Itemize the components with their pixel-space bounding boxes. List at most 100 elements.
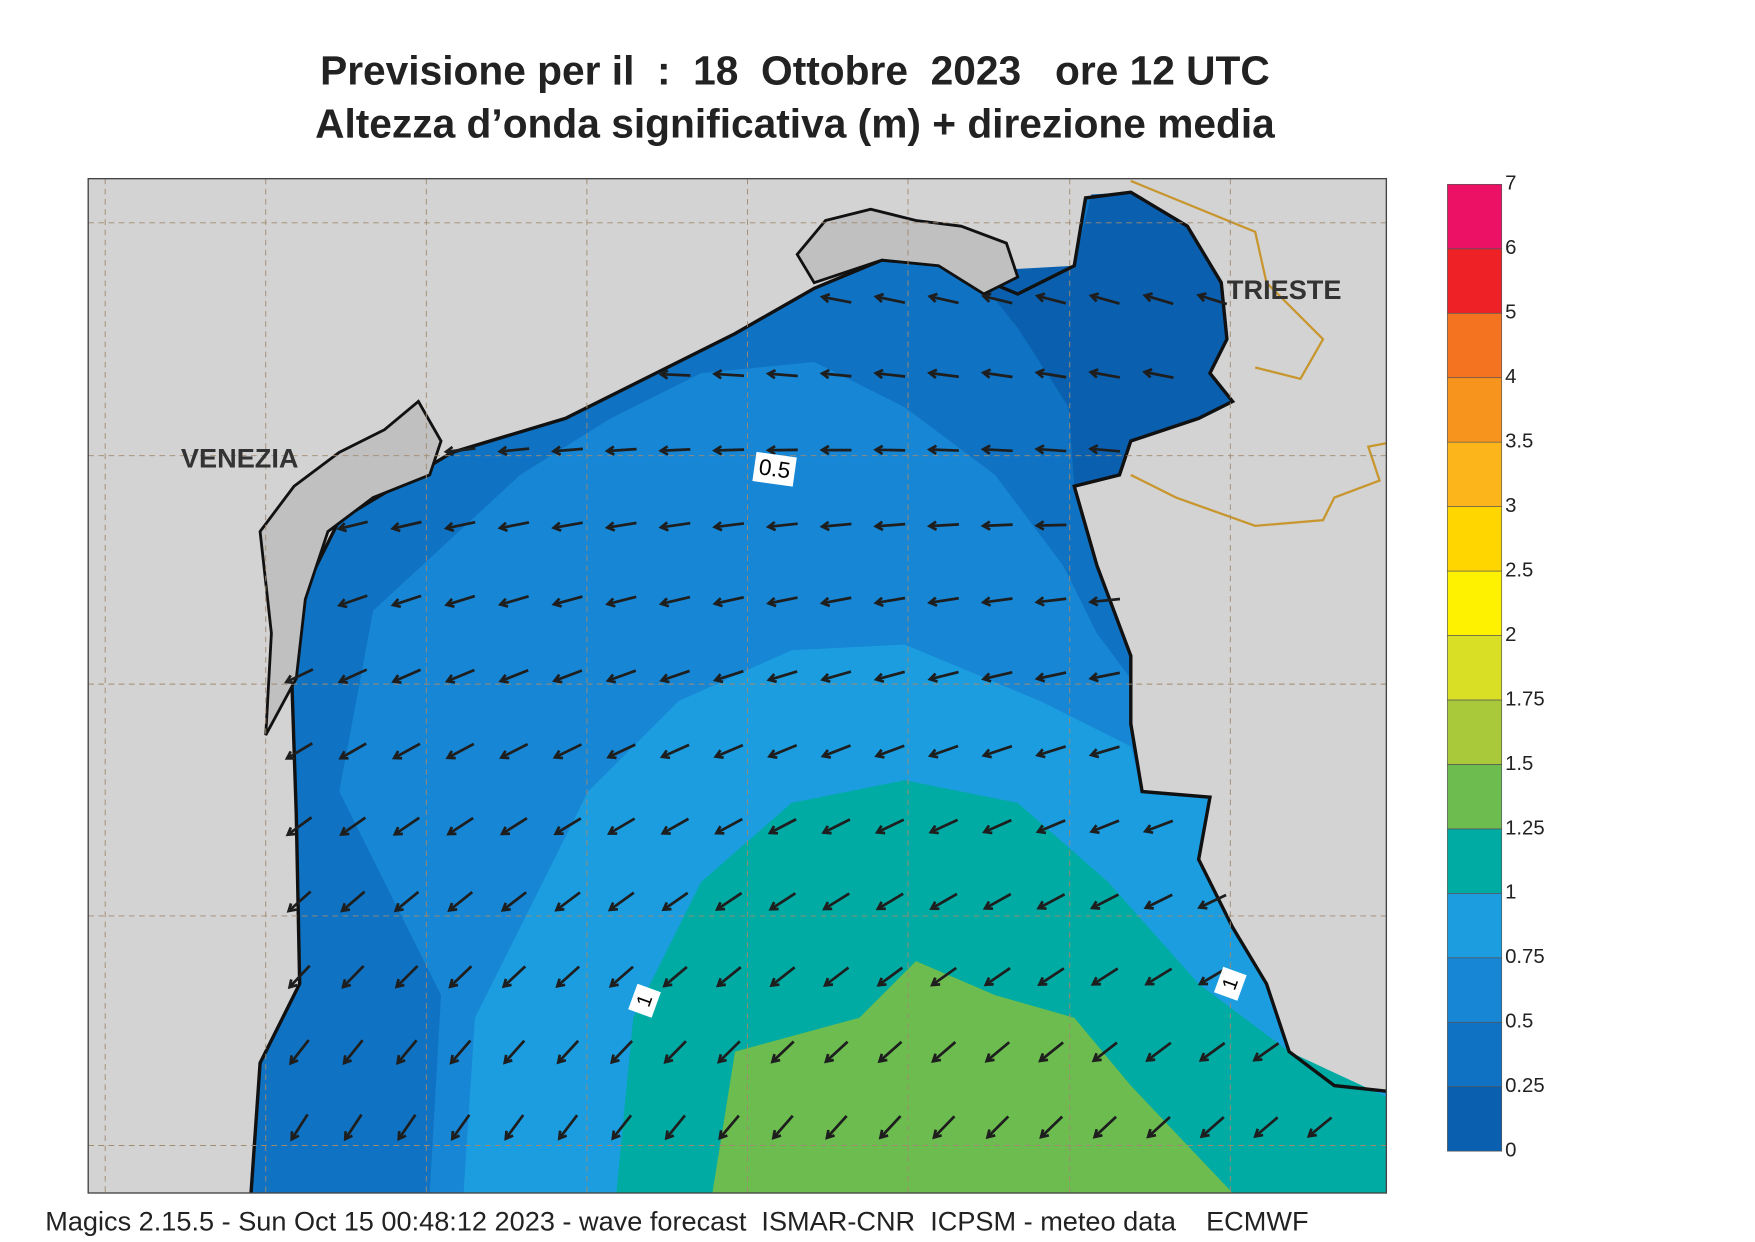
direction-arrow xyxy=(392,816,421,836)
direction-arrow xyxy=(1196,292,1228,306)
direction-arrow xyxy=(981,671,1013,683)
direction-arrow xyxy=(286,890,312,913)
direction-arrow xyxy=(658,369,691,380)
direction-arrow xyxy=(390,594,422,609)
direction-arrow xyxy=(339,816,367,837)
direction-arrow xyxy=(500,891,527,912)
contour-label-bg xyxy=(628,983,661,1018)
direction-arrow xyxy=(819,368,852,380)
direction-arrow xyxy=(443,445,476,457)
legend-swatch xyxy=(1447,183,1503,250)
direction-arrow xyxy=(1038,1041,1064,1063)
direction-arrow xyxy=(1036,893,1066,910)
legend-label: 0.5 xyxy=(1505,1011,1533,1033)
direction-arrow xyxy=(930,966,957,987)
contour-label-bg xyxy=(1213,966,1247,1001)
direction-arrow xyxy=(926,444,959,455)
direction-arrow xyxy=(551,521,583,532)
direction-arrow xyxy=(878,1115,902,1140)
direction-arrow xyxy=(551,595,583,608)
direction-arrow xyxy=(284,668,314,685)
direction-arrow xyxy=(927,368,959,379)
direction-arrow xyxy=(609,1040,634,1065)
direction-arrow xyxy=(873,444,906,456)
direction-arrow xyxy=(874,818,905,835)
direction-arrow xyxy=(342,1039,364,1066)
direction-arrow xyxy=(873,596,906,608)
direction-arrow xyxy=(287,964,311,990)
direction-arrow xyxy=(819,292,852,304)
direction-arrow xyxy=(336,594,368,609)
legend-label: 1.5 xyxy=(1505,753,1533,775)
legend-label: 1.75 xyxy=(1505,688,1545,710)
direction-arrow xyxy=(1253,1116,1279,1139)
direction-arrow xyxy=(820,670,852,684)
direction-arrow xyxy=(769,966,796,988)
direction-arrow xyxy=(927,596,959,607)
direction-arrow xyxy=(981,744,1013,759)
direction-arrow xyxy=(446,816,474,836)
direction-arrow xyxy=(1088,368,1121,379)
direction-arrow xyxy=(340,890,366,913)
direction-arrow xyxy=(658,595,691,608)
direction-arrow xyxy=(717,1040,741,1064)
direction-arrow xyxy=(822,966,850,987)
direction-arrow xyxy=(395,1039,418,1065)
legend-swatch xyxy=(1447,828,1503,894)
direction-arrow xyxy=(926,520,959,531)
direction-arrow xyxy=(928,818,959,835)
direction-arrow xyxy=(984,1041,1011,1063)
legend-swatch xyxy=(1447,506,1503,572)
direction-arrow xyxy=(1034,596,1067,607)
direction-arrow xyxy=(1199,1116,1225,1139)
direction-arrow xyxy=(556,1039,580,1065)
direction-arrow xyxy=(873,520,906,532)
direction-arrow xyxy=(820,744,851,759)
direction-arrow xyxy=(983,967,1011,987)
direction-arrow xyxy=(1252,1042,1280,1062)
direction-arrow xyxy=(662,965,688,988)
direction-arrow xyxy=(502,1039,526,1065)
map: VENEZIA TRIESTE 0.5 1 1 xyxy=(87,177,1388,1194)
direction-arrow xyxy=(980,368,1013,379)
direction-arrow xyxy=(1037,967,1065,987)
direction-arrow xyxy=(448,965,473,989)
direction-arrow xyxy=(712,369,745,380)
legend-swatch xyxy=(1447,1086,1503,1152)
direction-arrow xyxy=(550,445,583,456)
direction-arrow xyxy=(768,892,797,911)
direction-arrow xyxy=(767,818,797,835)
contour-label-bg xyxy=(752,451,797,487)
direction-arrow xyxy=(557,1114,579,1141)
direction-arrow xyxy=(712,669,744,684)
direction-arrow xyxy=(1035,745,1067,759)
legend-label: 5 xyxy=(1505,302,1516,324)
direction-arrow xyxy=(765,520,798,532)
direction-arrow xyxy=(1090,967,1119,986)
legend-label: 2 xyxy=(1505,624,1516,646)
direction-arrow xyxy=(981,292,1013,305)
direction-arrow xyxy=(927,670,959,683)
direction-arrow xyxy=(980,596,1013,607)
direction-arrow xyxy=(713,743,744,760)
direction-arrow xyxy=(444,668,475,684)
direction-arrow xyxy=(608,965,634,988)
direction-arrow xyxy=(824,1040,849,1064)
direction-arrow xyxy=(877,1040,903,1064)
direction-arrow xyxy=(1034,368,1067,379)
legend-label: 1 xyxy=(1505,882,1516,904)
legend-label: 0.25 xyxy=(1505,1075,1545,1097)
direction-arrow xyxy=(606,743,636,760)
direction-arrow xyxy=(1091,1041,1118,1063)
direction-arrow xyxy=(393,890,420,913)
direction-arrow xyxy=(447,891,474,913)
direction-arrow xyxy=(450,1114,471,1141)
direction-arrow xyxy=(1035,819,1066,835)
legend-label: 3 xyxy=(1505,495,1516,517)
legend-swatch xyxy=(1447,248,1503,314)
direction-arrow xyxy=(1088,292,1120,305)
direction-arrow xyxy=(391,668,422,684)
direction-arrow xyxy=(932,1115,956,1140)
legend-swatch xyxy=(1447,312,1503,379)
